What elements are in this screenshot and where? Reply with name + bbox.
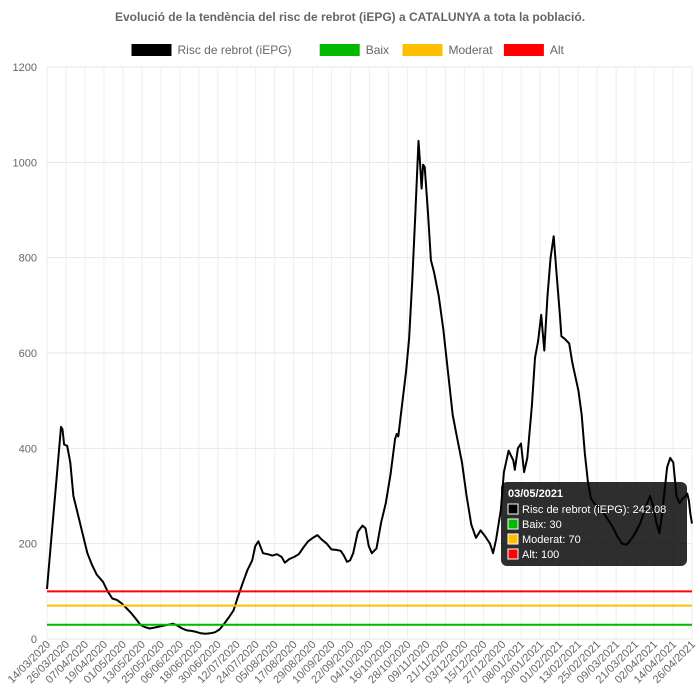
- tooltip: 03/05/2021 Risc de rebrot (iEPG): 242.08 B…: [501, 482, 687, 566]
- x-axis-ticks: 14/03/202026/03/202007/04/202019/04/2020…: [6, 639, 698, 686]
- tooltip-swatch: [507, 518, 519, 530]
- legend-label: Alt: [550, 43, 565, 57]
- chart-title: Evolució de la tendència del risc de reb…: [115, 10, 585, 24]
- legend-swatch: [402, 44, 443, 56]
- y-tick-label: 0: [31, 634, 37, 646]
- y-tick-label: 200: [19, 539, 37, 551]
- tooltip-box: [501, 482, 687, 566]
- legend-label: Risc de rebrot (iEPG): [178, 43, 292, 57]
- tooltip-line: Risc de rebrot (iEPG): 242.08: [522, 504, 666, 516]
- legend-item[interactable]: Moderat: [402, 43, 494, 57]
- tooltip-swatch: [507, 548, 519, 560]
- legend[interactable]: Risc de rebrot (iEPG) Baix Moderat Alt: [131, 43, 565, 57]
- tooltip-line: Moderat: 70: [522, 534, 581, 546]
- legend-swatch: [131, 44, 172, 56]
- y-tick-label: 600: [19, 348, 37, 360]
- legend-item[interactable]: Baix: [319, 43, 389, 57]
- legend-item[interactable]: Alt: [503, 43, 565, 57]
- y-axis-ticks: 0 200 400 600 800 1000 1200: [13, 62, 37, 646]
- legend-item[interactable]: Risc de rebrot (iEPG): [131, 43, 292, 57]
- y-tick-label: 1200: [13, 62, 37, 74]
- tooltip-line: Baix: 30: [522, 519, 562, 531]
- y-tick-label: 800: [19, 253, 37, 265]
- legend-label: Baix: [366, 43, 389, 57]
- y-tick-label: 400: [19, 443, 37, 455]
- legend-swatch: [503, 44, 544, 56]
- tooltip-swatch: [507, 533, 519, 545]
- legend-label: Moderat: [449, 43, 494, 57]
- y-tick-label: 1000: [13, 157, 37, 169]
- legend-swatch: [319, 44, 360, 56]
- tooltip-swatch: [507, 503, 519, 515]
- tooltip-title: 03/05/2021: [508, 488, 563, 500]
- tooltip-line: Alt: 100: [522, 549, 559, 561]
